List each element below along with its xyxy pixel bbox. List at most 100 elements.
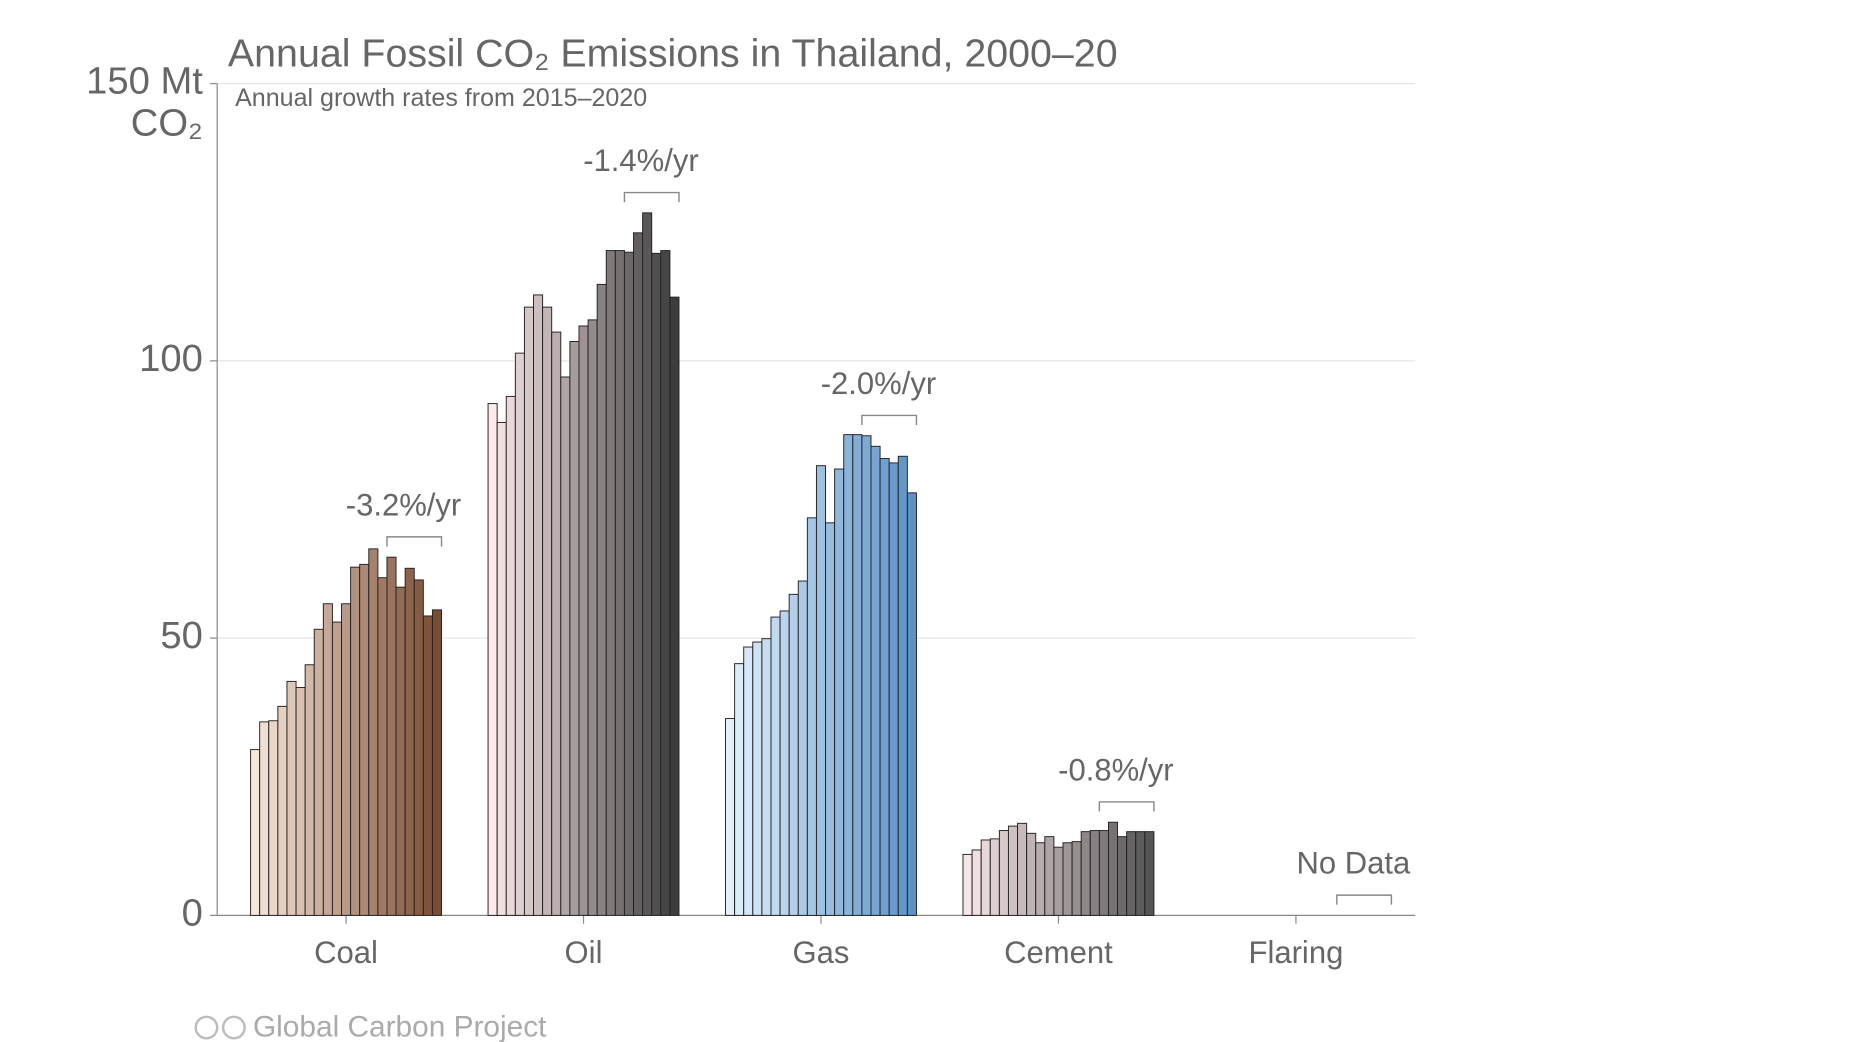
growth-label: -3.2%/yr: [346, 487, 461, 522]
bar: [743, 646, 754, 916]
bar: [487, 403, 498, 916]
growth-bracket: [386, 536, 443, 547]
x-tick-label: Cement: [1004, 935, 1113, 970]
bar: [277, 705, 288, 916]
bar: [1062, 842, 1073, 916]
bar: [341, 603, 352, 916]
bar: [980, 839, 991, 916]
bar: [879, 458, 890, 916]
bar: [1044, 836, 1055, 916]
bar: [259, 721, 270, 916]
bar: [1107, 821, 1119, 916]
bar: [897, 455, 908, 916]
bar: [1026, 832, 1037, 916]
bar: [1098, 830, 1109, 916]
x-tick-label: Coal: [314, 935, 378, 970]
bar: [404, 567, 415, 916]
bar: [852, 434, 863, 916]
bar: [962, 853, 973, 916]
bar: [669, 296, 680, 916]
y-tick-label: 150 Mt: [86, 60, 203, 103]
bar: [752, 641, 763, 916]
bar: [377, 577, 388, 916]
bar: [386, 556, 397, 916]
bar: [304, 664, 315, 916]
bar: [614, 250, 625, 916]
growth-label: -0.8%/yr: [1058, 752, 1173, 787]
bar: [1135, 831, 1146, 916]
bar: [1053, 846, 1064, 916]
bar: [888, 462, 899, 916]
cc-icons: [194, 1015, 246, 1040]
bar: [825, 522, 836, 916]
bar: [1071, 841, 1082, 916]
bar: [651, 252, 662, 916]
x-tick-label: Gas: [793, 935, 850, 970]
bar: [1007, 825, 1019, 916]
bar: [906, 492, 917, 916]
bar: [596, 283, 607, 916]
bar: [286, 680, 297, 916]
bar: [843, 434, 854, 916]
bar: [779, 610, 790, 916]
x-tick-label: Flaring: [1249, 935, 1344, 970]
bar: [533, 294, 544, 916]
bar: [605, 250, 616, 916]
source: Global Carbon Project: [253, 1011, 547, 1042]
x-tick-label: Oil: [565, 935, 603, 970]
bar: [422, 615, 433, 916]
y-unit: CO₂: [131, 101, 203, 144]
bar: [250, 749, 261, 916]
bar: [834, 468, 845, 916]
bar: [331, 621, 342, 916]
bar: [505, 395, 516, 916]
bar: [523, 306, 534, 916]
bar: [725, 718, 736, 916]
y-tick-label: 50: [160, 614, 202, 657]
growth-bracket: [861, 414, 918, 426]
bar: [569, 341, 580, 916]
bar: [551, 331, 562, 916]
bar: [395, 586, 406, 916]
bar: [806, 517, 817, 916]
growth-bracket: [1098, 801, 1155, 812]
growth-label: No Data: [1296, 845, 1411, 880]
y-tick-label: 100: [139, 337, 203, 380]
chart-title: Annual Fossil CO₂ Emissions in Thailand,…: [228, 32, 1118, 76]
bar: [313, 628, 324, 916]
bar: [560, 376, 571, 916]
bar: [368, 548, 379, 916]
bar: [660, 250, 671, 916]
bar: [971, 849, 982, 916]
growth-label: -2.0%/yr: [821, 366, 936, 401]
bar: [1089, 830, 1100, 916]
bar: [861, 435, 872, 916]
bar: [542, 306, 553, 916]
bar: [989, 838, 1000, 916]
bar: [413, 579, 424, 916]
bar: [642, 212, 653, 916]
bar: [770, 616, 781, 916]
bar: [496, 421, 507, 916]
growth-bracket: [623, 191, 680, 203]
bar: [870, 445, 881, 916]
bar: [788, 593, 799, 916]
bar: [797, 580, 808, 916]
bar: [815, 465, 827, 916]
bar: [1017, 822, 1028, 916]
bar: [514, 352, 525, 916]
bar: [587, 319, 598, 916]
bar: [1035, 842, 1046, 916]
bar: [1126, 831, 1137, 916]
bar: [350, 566, 361, 916]
y-tick-label: 0: [182, 891, 203, 934]
bar: [623, 251, 635, 916]
chart-subtitle: Annual growth rates from 2015–2020: [235, 84, 647, 112]
bar: [998, 830, 1009, 916]
bar: [322, 603, 333, 916]
bar: [431, 609, 442, 916]
bar: [295, 687, 306, 916]
bar: [578, 325, 589, 916]
bar: [1117, 836, 1128, 916]
